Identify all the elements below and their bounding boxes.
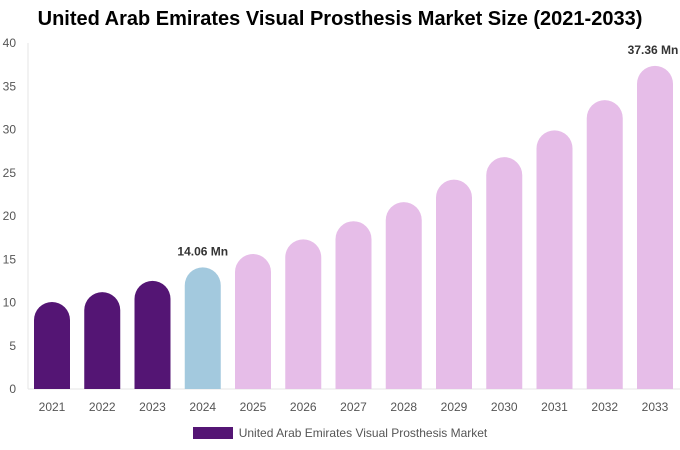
bar-2028 bbox=[385, 202, 422, 389]
y-tick-label: 10 bbox=[3, 296, 17, 310]
chart-title: United Arab Emirates Visual Prosthesis M… bbox=[37, 8, 643, 30]
y-tick-label: 15 bbox=[3, 252, 17, 266]
y-tick-label: 35 bbox=[3, 79, 17, 93]
data-label: 37.36 Mn bbox=[628, 43, 679, 57]
x-tick-label: 2026 bbox=[290, 400, 317, 414]
bar-2030 bbox=[486, 157, 523, 389]
x-tick-label: 2024 bbox=[189, 400, 216, 414]
legend-swatch bbox=[192, 427, 233, 439]
y-tick-label: 30 bbox=[3, 123, 17, 137]
bar-2025 bbox=[235, 254, 271, 389]
x-tick-label: 2031 bbox=[541, 400, 568, 414]
y-tick-label: 0 bbox=[9, 382, 16, 396]
y-tick-label: 40 bbox=[3, 36, 17, 50]
bar-2022 bbox=[84, 292, 121, 389]
x-tick-label: 2023 bbox=[139, 400, 166, 414]
legend: United Arab Emirates Visual Prosthesis M… bbox=[0, 426, 680, 440]
bar-2032 bbox=[586, 100, 623, 389]
y-tick-label: 20 bbox=[3, 209, 17, 223]
x-tick-label: 2021 bbox=[39, 400, 66, 414]
x-tick-label: 2027 bbox=[340, 400, 367, 414]
y-tick-label: 5 bbox=[9, 339, 16, 353]
bar-2027 bbox=[335, 221, 372, 389]
bar-2024 bbox=[184, 267, 221, 389]
bar-2021 bbox=[34, 301, 70, 389]
bar-2023 bbox=[134, 280, 171, 389]
x-tick-label: 2029 bbox=[441, 400, 468, 414]
x-tick-label: 2032 bbox=[591, 400, 618, 414]
x-tick-label: 2033 bbox=[642, 400, 669, 414]
bar-2031 bbox=[536, 130, 573, 390]
x-tick-label: 2030 bbox=[491, 400, 518, 414]
y-tick-label: 25 bbox=[3, 166, 17, 180]
bar-2033 bbox=[637, 65, 673, 389]
bar-2029 bbox=[436, 179, 472, 389]
bar-2026 bbox=[285, 239, 322, 389]
x-tick-label: 2028 bbox=[390, 400, 417, 414]
x-tick-label: 2022 bbox=[89, 400, 116, 414]
data-label: 14.06 Mn bbox=[177, 244, 228, 258]
legend-label: United Arab Emirates Visual Prosthesis M… bbox=[238, 426, 488, 440]
x-tick-label: 2025 bbox=[240, 400, 267, 414]
